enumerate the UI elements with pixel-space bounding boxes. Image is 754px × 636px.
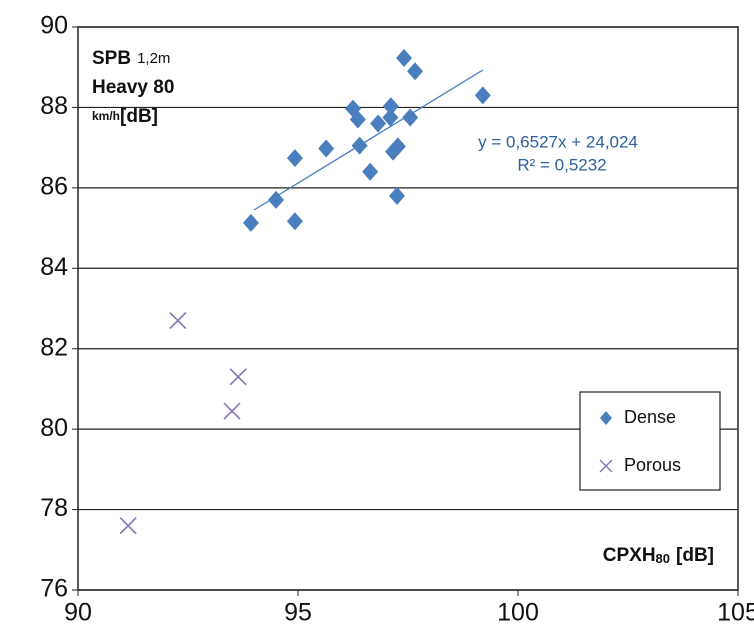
y-label-unit-text: [dB]: [120, 106, 158, 127]
y-label-sub: 1,2m: [137, 50, 170, 67]
y-label-unit: km/h[dB]: [92, 106, 158, 127]
y-label: SPB 1,2m: [92, 48, 170, 69]
x-label-name: CPXH: [603, 545, 656, 566]
trendline: [253, 69, 484, 211]
point: [370, 114, 387, 133]
y-label-line2: Heavy 80: [92, 77, 174, 98]
point: [389, 186, 405, 205]
point: [286, 149, 303, 168]
y-tick-label: 88: [40, 92, 68, 120]
trend-equation: y = 0,6527x + 24,024: [478, 132, 638, 151]
point: [349, 110, 366, 129]
y-tick-label: 78: [40, 494, 68, 522]
point: [382, 108, 399, 127]
grid: [78, 26, 738, 591]
x-tick-label: 95: [284, 599, 312, 627]
x-label-unit: [dB]: [676, 545, 714, 566]
point: [382, 97, 399, 116]
point: [396, 48, 413, 67]
y-tick-label: 84: [40, 253, 68, 281]
point: [389, 137, 406, 156]
point: [223, 402, 241, 420]
legend-label: Dense: [624, 407, 676, 427]
x-tick-label: 100: [497, 599, 539, 627]
point: [474, 86, 491, 105]
point: [362, 162, 379, 181]
y-tick-label: 76: [40, 575, 68, 603]
plot-frame: [77, 26, 739, 591]
legend-marker: [599, 459, 613, 473]
legend-marker: [600, 411, 612, 425]
y-tick-label: 86: [40, 172, 68, 200]
y-tick-label: 82: [40, 333, 68, 361]
point: [318, 139, 335, 158]
point: [407, 62, 424, 81]
y-tick-label: 90: [40, 12, 68, 40]
y-label-unit-sub: km/h: [92, 109, 120, 123]
legend-box: [579, 391, 721, 491]
x-label-sub: 80: [656, 551, 670, 566]
point: [242, 213, 259, 232]
point: [169, 311, 187, 330]
x-tick-label: 90: [64, 599, 92, 627]
legend-label: Porous: [624, 455, 681, 475]
y-tick-label: 80: [40, 414, 68, 442]
y-label-name: SPB: [92, 48, 131, 69]
x-tick-label: 105: [717, 599, 754, 627]
point: [119, 517, 137, 535]
point: [286, 212, 303, 231]
trend-r2: R² = 0,5232: [517, 155, 606, 174]
point: [402, 108, 419, 127]
x-label: CPXH80 [dB]: [603, 545, 714, 566]
point: [268, 190, 284, 209]
point: [229, 368, 247, 386]
